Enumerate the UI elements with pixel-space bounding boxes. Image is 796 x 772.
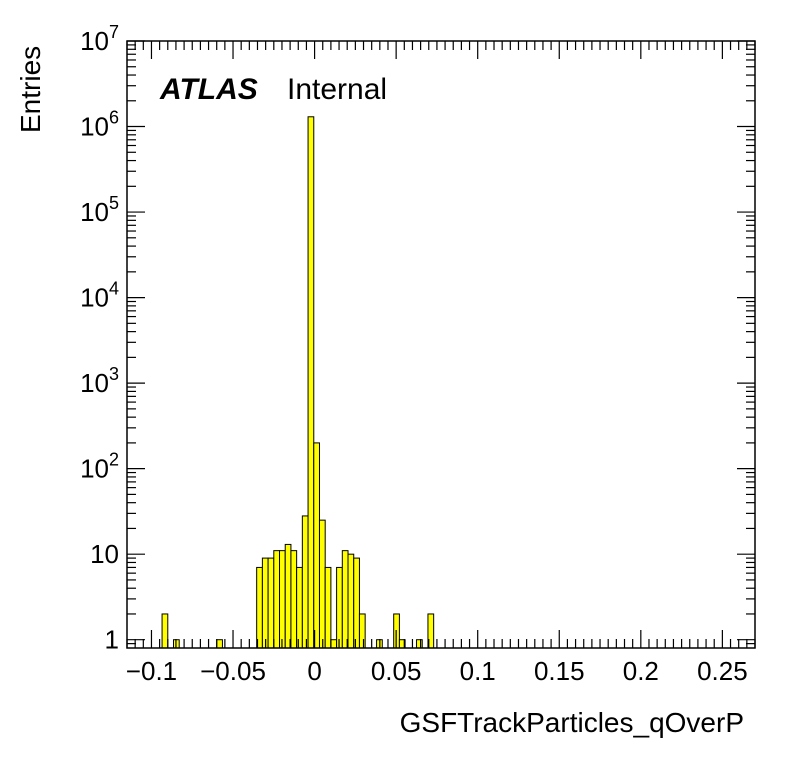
histogram-bin	[416, 639, 423, 649]
y-tick-label: 107	[80, 22, 119, 56]
x-tick-labels: −0.1 −0.05 0 0.05 0.1 0.15 0.2 0.25	[126, 656, 748, 686]
x-tick-label: 0.2	[623, 656, 659, 686]
histogram-bin	[358, 613, 366, 649]
histogram-bin	[267, 557, 275, 649]
x-axis-title: GSFTrackParticles_qOverP	[400, 707, 744, 738]
x-tick-label: 0.05	[371, 656, 422, 686]
y-tick-labels: 1 10 102 103 104 105 106 107	[80, 22, 119, 655]
histogram-bin	[301, 515, 309, 649]
y-tick-label: 105	[80, 193, 119, 227]
y-tick-label: 102	[80, 450, 119, 484]
histogram-bin	[279, 550, 286, 649]
histogram-bin	[261, 557, 269, 649]
histogram-bin	[296, 566, 303, 649]
histogram-bin	[336, 566, 343, 649]
x-tick-label: 0.25	[697, 656, 748, 686]
x-tick-label: −0.05	[200, 656, 266, 686]
histogram-bin	[313, 442, 320, 649]
y-axis-title: Entries	[15, 46, 46, 133]
y-tick-label: 103	[80, 364, 119, 398]
plot-frame	[126, 40, 756, 649]
axis-ticks	[126, 40, 756, 648]
y-tick-label: 106	[80, 108, 119, 142]
histogram-bin	[216, 639, 223, 649]
x-tick-label: −0.1	[126, 656, 177, 686]
histogram-bin	[161, 613, 169, 649]
internal-label: Internal	[287, 73, 387, 106]
y-tick-label: 104	[80, 279, 119, 313]
histogram-bin	[318, 519, 326, 649]
x-tick-label: 0.1	[460, 656, 496, 686]
x-tick-label: 0	[307, 656, 321, 686]
histogram-bin	[353, 557, 360, 649]
histogram-bin	[330, 639, 338, 649]
histogram-bin	[347, 553, 355, 649]
y-tick-label: 10	[90, 539, 119, 569]
histogram-bin	[341, 550, 349, 649]
atlas-label: ATLAS	[159, 73, 258, 106]
histogram-bin	[324, 566, 332, 649]
histogram-bin	[256, 566, 263, 649]
histogram-bin	[307, 116, 315, 649]
y-tick-label: 1	[105, 625, 119, 655]
x-tick-label: 0.15	[534, 656, 585, 686]
histogram-bin	[284, 543, 292, 649]
histogram-bin	[273, 550, 281, 649]
histogram-bin	[290, 550, 298, 649]
